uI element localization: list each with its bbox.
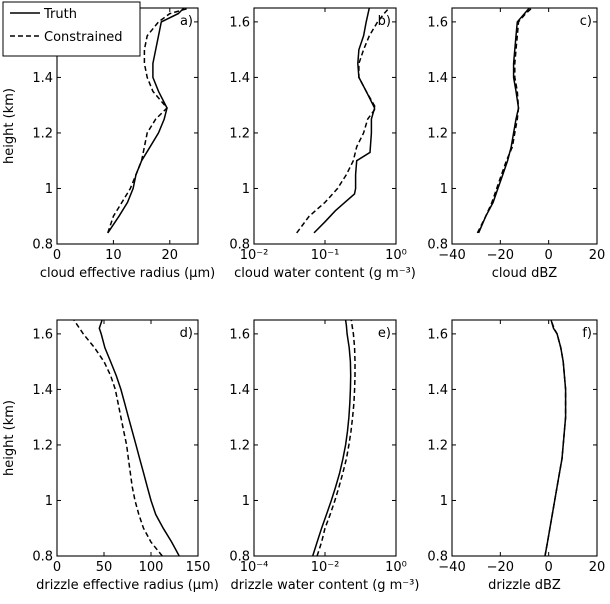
y-tick-label: 0.8 xyxy=(32,550,53,565)
series-constrained-line-e xyxy=(316,320,356,556)
x-tick-label: 20 xyxy=(589,248,606,263)
panel-e: 10⁻⁴ 10⁻² 10⁰ 0.8 1 1.2 1.4 1.6 drizzle water co… xyxy=(229,319,420,593)
panel-label: f) xyxy=(582,326,592,341)
series-constrained-line-a xyxy=(107,8,190,234)
y-tick-label: 1 xyxy=(440,182,448,197)
series-truth-line-a xyxy=(107,8,185,234)
x-tick-label: 20 xyxy=(162,248,179,263)
series-truth-line-b xyxy=(313,8,376,234)
legend-label-truth: Truth xyxy=(43,7,77,22)
axes-frame-b xyxy=(253,7,397,245)
axes-frame-d xyxy=(56,319,199,557)
y-tick-label: 1.4 xyxy=(229,71,250,86)
series-constrained-line-b xyxy=(296,8,390,234)
y-tick-label: 1 xyxy=(45,182,53,197)
panel-d: 0 50 100 150 0.8 1 1.2 1.4 1.6 drizzle effective … xyxy=(2,319,219,593)
y-tick-label: 1 xyxy=(440,494,448,509)
x-tick-label: 150 xyxy=(186,560,211,575)
y-tick-label: 0.8 xyxy=(32,238,53,253)
panel-label: d) xyxy=(180,326,193,341)
y-tick-label: 1.6 xyxy=(229,327,250,342)
x-tick-label: 10⁰ xyxy=(385,248,407,263)
panel-c: −40 −20 0 20 0.8 1 1.2 1.4 1.6 cloud dBZ c) xyxy=(427,7,606,281)
x-axis-label: cloud water content (g m⁻³) xyxy=(234,266,416,281)
x-tick-label: 20 xyxy=(589,560,606,575)
x-tick-label: 10⁻⁴ xyxy=(240,560,269,575)
x-tick-label: 0 xyxy=(545,560,553,575)
series-truth-line-d xyxy=(98,320,180,556)
y-tick-label: 0.8 xyxy=(427,238,448,253)
x-tick-label: −40 xyxy=(438,248,465,263)
series-truth-line-e xyxy=(311,320,352,556)
x-tick-label: 10 xyxy=(105,248,122,263)
y-tick-label: 0.8 xyxy=(229,550,250,565)
x-tick-label: −40 xyxy=(438,560,465,575)
y-tick-label: 1 xyxy=(242,182,250,197)
y-tick-label: 1.2 xyxy=(229,438,250,453)
panel-label: c) xyxy=(580,14,592,29)
panel-f: −40 −20 0 20 0.8 1 1.2 1.4 1.6 drizzle dBZ f) xyxy=(427,319,606,593)
x-tick-label: 10⁻¹ xyxy=(311,248,340,263)
y-tick-label: 1.4 xyxy=(32,71,53,86)
x-tick-label: 10⁻² xyxy=(240,248,269,263)
x-axis-label: drizzle dBZ xyxy=(488,578,561,593)
y-axis-label: height (km) xyxy=(2,400,17,476)
x-tick-label: 50 xyxy=(96,560,113,575)
x-tick-label: 10⁻² xyxy=(311,560,340,575)
legend-label-constrained: Constrained xyxy=(44,30,123,45)
x-axis-label: drizzle water content (g m⁻³) xyxy=(231,578,420,593)
axes-frame-c xyxy=(451,7,598,245)
y-tick-label: 1.4 xyxy=(229,383,250,398)
y-tick-label: 0.8 xyxy=(427,550,448,565)
y-tick-label: 1.6 xyxy=(32,327,53,342)
x-tick-label: 0 xyxy=(53,560,61,575)
y-tick-label: 1 xyxy=(45,494,53,509)
y-axis-label: height (km) xyxy=(2,88,17,164)
x-tick-label: 10⁰ xyxy=(385,560,407,575)
panel-label: b) xyxy=(378,14,391,29)
x-tick-label: −20 xyxy=(487,248,514,263)
y-tick-label: 1.6 xyxy=(427,327,448,342)
panel-label: a) xyxy=(180,14,193,29)
x-axis-label: cloud dBZ xyxy=(492,266,558,281)
x-axis-label: cloud effective radius (µm) xyxy=(40,266,215,281)
series-constrained-line-c xyxy=(476,8,533,234)
x-tick-label: 0 xyxy=(545,248,553,263)
y-tick-label: 1.4 xyxy=(427,71,448,86)
y-tick-label: 1 xyxy=(242,494,250,509)
panel-b: 10⁻² 10⁻¹ 10⁰ 0.8 1 1.2 1.4 1.6 cloud water cont… xyxy=(229,7,416,281)
series-constrained-line-d xyxy=(73,320,163,556)
y-tick-label: 1.4 xyxy=(32,383,53,398)
y-tick-label: 0.8 xyxy=(229,238,250,253)
y-tick-label: 1.2 xyxy=(427,438,448,453)
x-tick-label: −20 xyxy=(487,560,514,575)
series-constrained-line-f xyxy=(544,320,567,556)
y-tick-label: 1.2 xyxy=(229,126,250,141)
x-axis-label: drizzle effective radius (µm) xyxy=(36,578,219,593)
panel-label: e) xyxy=(378,326,391,341)
legend: Truth Constrained xyxy=(2,1,141,57)
axes-frame-f xyxy=(451,319,598,557)
y-tick-label: 1.2 xyxy=(32,438,53,453)
y-tick-label: 1.6 xyxy=(427,15,448,30)
x-tick-label: 0 xyxy=(53,248,61,263)
y-tick-label: 1.4 xyxy=(427,383,448,398)
x-tick-label: 100 xyxy=(139,560,164,575)
y-tick-label: 1.2 xyxy=(427,126,448,141)
legend-box xyxy=(2,1,141,57)
series-truth-line-c xyxy=(477,8,530,234)
y-tick-label: 1.2 xyxy=(32,126,53,141)
y-tick-label: 1.6 xyxy=(229,15,250,30)
